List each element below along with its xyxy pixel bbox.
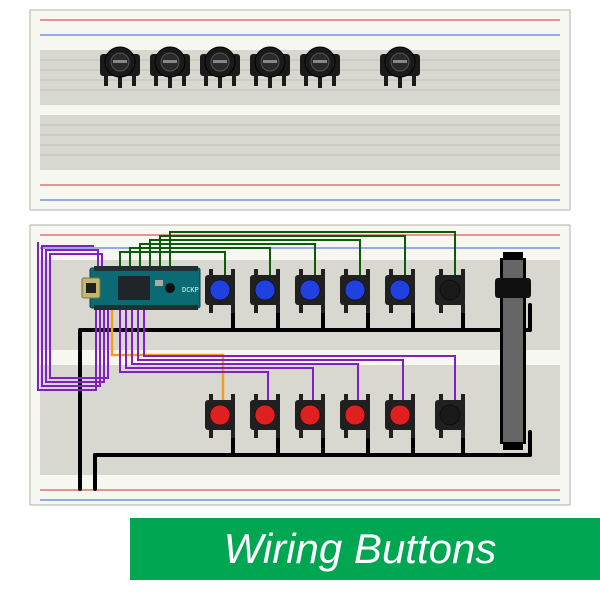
title-bar: Wiring Buttons <box>130 518 600 580</box>
slide-potentiometer <box>495 252 531 450</box>
arduino-nano: DCKP <box>82 266 200 310</box>
breadboard-top <box>30 10 570 210</box>
title-text: Wiring Buttons <box>224 525 497 572</box>
svg-text:DCKP: DCKP <box>182 286 199 294</box>
wiring-diagram: DCKP Wiring Buttons <box>0 0 600 600</box>
